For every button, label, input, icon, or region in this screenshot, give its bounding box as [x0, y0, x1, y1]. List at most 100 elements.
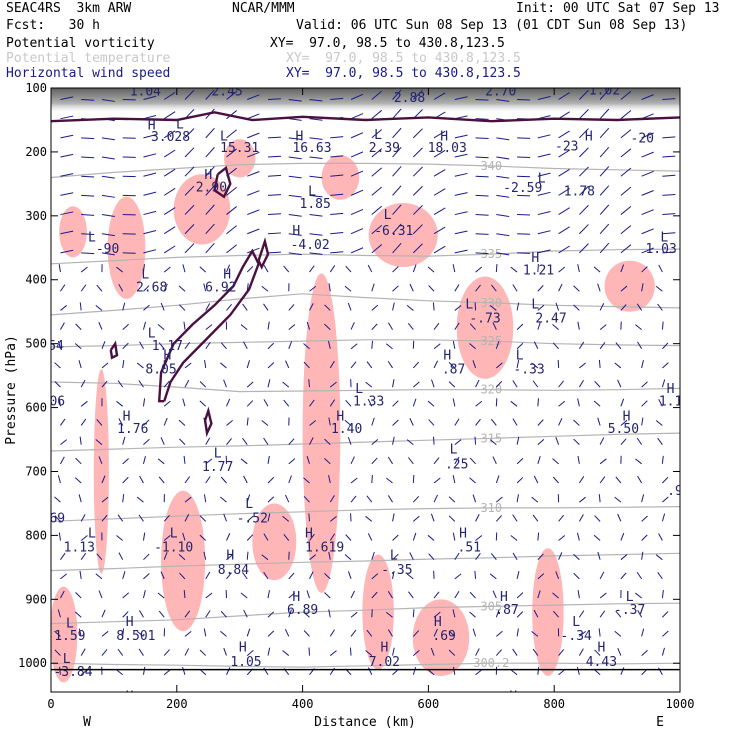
wind-arrow-385: [303, 343, 310, 350]
wind-arrow-517: [387, 495, 393, 503]
value-label-14: 2.90: [196, 181, 227, 196]
wind-arrow-48: [80, 418, 87, 426]
wind-arrow-175: [158, 476, 165, 484]
wind-arrow-355: [285, 360, 290, 369]
wind-arrow-74: [98, 322, 103, 330]
wind-arrow-514: [392, 436, 395, 445]
wind-arrow-19: [59, 456, 65, 465]
wind-arrow-67: [101, 194, 115, 198]
extremum-marker-14: H: [531, 251, 539, 266]
field-label-theta: Potential temperature: [6, 51, 171, 66]
wind-arrow-771: [552, 610, 559, 618]
value-label-30: 06: [49, 395, 65, 410]
wind-arrow-512: [392, 400, 399, 407]
wind-arrow-624: [475, 175, 489, 178]
wind-arrow-443: [345, 265, 352, 273]
wind-arrow-725: [537, 321, 541, 330]
wind-arrow-119: [122, 592, 130, 599]
wind-arrow-135: [143, 304, 150, 311]
wind-arrow-107: [122, 359, 125, 369]
wind-arrow-521: [392, 570, 395, 579]
extremum-marker-47: L: [63, 652, 71, 667]
wind-arrow-909: [655, 285, 663, 292]
wind-arrow-774: [558, 669, 566, 676]
wind-arrow-272: [226, 554, 234, 561]
wind-arrow-894: [635, 592, 642, 599]
wind-arrow-454: [350, 477, 358, 484]
wind-arrow-137: [139, 341, 144, 350]
y-tick-label-8: 900: [25, 592, 47, 606]
x-tick-label-0: 0: [47, 697, 54, 711]
wind-arrow-610: [448, 496, 456, 503]
wind-arrow-285: [247, 209, 260, 216]
wind-arrow-197: [179, 304, 186, 311]
wind-arrow-485: [371, 474, 373, 484]
wind-arrow-840: [620, 148, 632, 158]
plot-frame: [50, 87, 681, 693]
wind-arrow-927: [662, 630, 669, 637]
wind-arrow-472: [371, 224, 383, 235]
wind-arrow-424: [329, 495, 335, 503]
wind-arrow-121: [122, 628, 125, 637]
wind-arrow-91: [101, 649, 108, 656]
wind-arrow-794: [577, 455, 580, 464]
wind-speed-shade-6: [368, 203, 438, 267]
wind-arrow-499: [392, 146, 402, 158]
wind-arrow-692: [512, 284, 518, 292]
wind-arrow-573: [431, 379, 435, 388]
wind-arrow-18: [60, 439, 68, 446]
wind-arrow-46: [80, 379, 86, 388]
wind-arrow-195: [182, 264, 186, 273]
wind-arrow-606: [454, 418, 460, 426]
wind-speed-shade-14: [532, 548, 564, 677]
value-label-15: 1.85: [300, 197, 331, 212]
wind-arrow-824: [599, 437, 605, 445]
value-label-3: 2.70: [485, 85, 516, 100]
wind-arrow-914: [661, 379, 666, 388]
value-label-34: 1.40: [331, 422, 362, 437]
wind-arrow-324: [267, 362, 275, 369]
wind-arrow-60: [80, 648, 86, 656]
wind-arrow-326: [263, 399, 269, 407]
wind-arrow-618: [448, 649, 456, 656]
wind-arrow-207: [184, 496, 192, 503]
wind-arrow-891: [641, 534, 648, 541]
y-tick-label-9: 1000: [18, 656, 47, 670]
wind-arrow-30: [59, 666, 61, 675]
wind-arrow-140: [142, 398, 146, 407]
wind-arrow-448: [350, 361, 357, 369]
wind-arrow-757: [552, 342, 559, 350]
wind-arrow-299: [243, 475, 248, 484]
wind-arrow-222: [205, 185, 215, 196]
wind-arrow-167: [157, 324, 165, 330]
extremum-marker-36: L: [390, 549, 398, 564]
wind-arrow-179: [163, 552, 168, 560]
wind-arrow-313: [267, 155, 282, 158]
wind-arrow-841: [620, 167, 632, 177]
wind-arrow-538: [406, 304, 414, 311]
wind-arrow-731: [537, 439, 545, 446]
value-label-54: 1.05: [230, 655, 261, 670]
wind-arrow-754: [558, 283, 563, 292]
wind-arrow-885: [641, 417, 644, 426]
wind-arrow-868: [641, 94, 654, 100]
wind-arrow-296: [246, 417, 249, 426]
wind-arrow-202: [182, 398, 186, 407]
wind-arrow-519: [392, 534, 399, 541]
wind-arrow-62: [101, 99, 115, 102]
wind-arrow-852: [617, 379, 622, 388]
value-label-35: 5.50: [608, 422, 639, 437]
wind-arrow-52: [78, 494, 82, 503]
wind-arrow-339: [267, 647, 271, 656]
wind-arrow-437: [350, 151, 364, 158]
wind-arrow-529: [412, 128, 423, 139]
wind-arrow-3: [60, 153, 74, 158]
wind-arrow-352: [288, 304, 295, 311]
wind-arrow-146: [138, 514, 144, 522]
wind-arrow-261: [220, 342, 227, 350]
wind-arrow-803: [579, 631, 586, 637]
extremum-marker-24: H: [667, 382, 675, 397]
wind-arrow-203: [178, 419, 186, 426]
wind-arrow-145: [136, 496, 144, 503]
wind-arrow-159: [163, 168, 176, 177]
